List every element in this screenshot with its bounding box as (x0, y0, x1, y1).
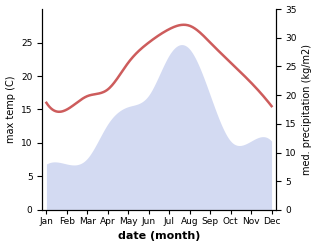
Y-axis label: max temp (C): max temp (C) (5, 76, 16, 143)
Y-axis label: med. precipitation (kg/m2): med. precipitation (kg/m2) (302, 44, 313, 175)
X-axis label: date (month): date (month) (118, 231, 200, 242)
